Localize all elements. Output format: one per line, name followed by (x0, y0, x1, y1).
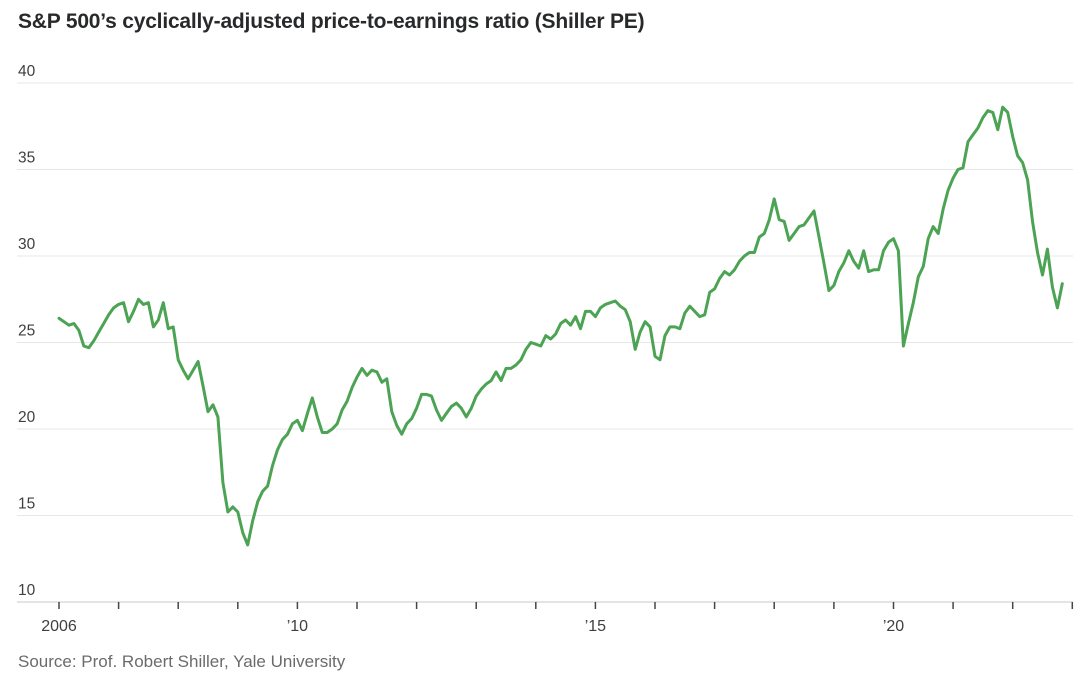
x-axis-label: ’20 (883, 618, 904, 635)
y-axis-label: 25 (18, 323, 35, 340)
chart-title: S&P 500’s cyclically-adjusted price-to-e… (18, 10, 645, 33)
x-axis-label: ’15 (585, 618, 606, 635)
y-axis-label: 30 (18, 236, 36, 253)
y-axis-label: 20 (18, 409, 36, 426)
y-axis-label: 10 (18, 582, 36, 599)
y-axis-label: 35 (18, 150, 35, 167)
y-axis-label: 15 (18, 496, 35, 513)
x-axis-label: ’10 (287, 618, 308, 635)
data-line (57, 105, 1064, 547)
x-axis-label: 2006 (41, 618, 77, 635)
source-note: Source: Prof. Robert Shiller, Yale Unive… (18, 652, 346, 671)
y-axis-label: 40 (18, 63, 36, 80)
